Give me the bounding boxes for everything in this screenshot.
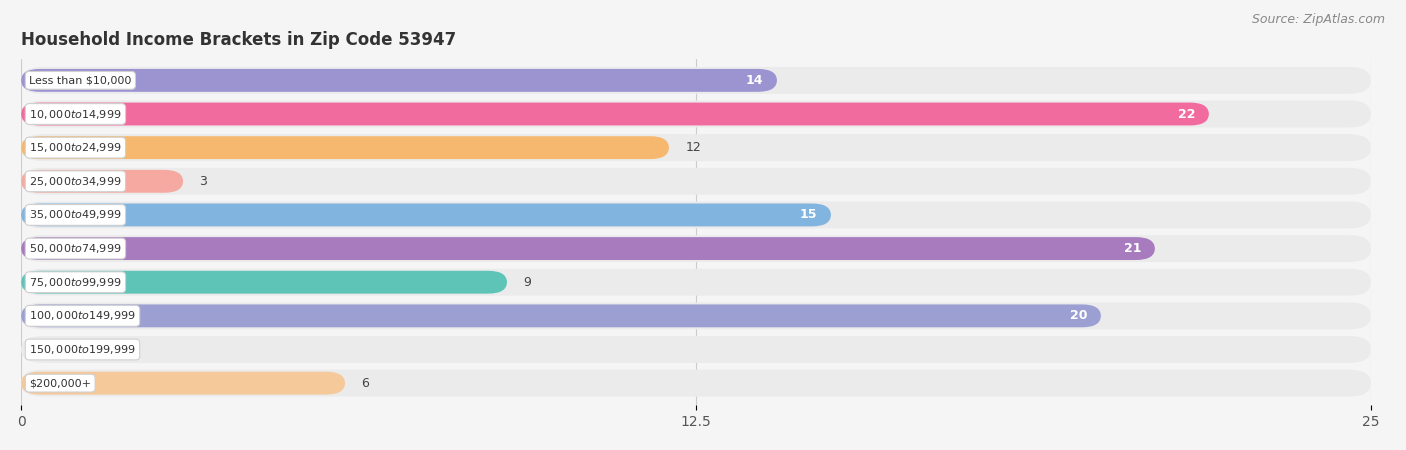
Text: $75,000 to $99,999: $75,000 to $99,999 [30,276,122,289]
Text: Household Income Brackets in Zip Code 53947: Household Income Brackets in Zip Code 53… [21,31,457,49]
FancyBboxPatch shape [21,67,1371,94]
Text: Less than $10,000: Less than $10,000 [30,75,132,86]
Text: 12: 12 [685,141,702,154]
Text: 21: 21 [1123,242,1142,255]
FancyBboxPatch shape [21,203,831,226]
FancyBboxPatch shape [21,372,344,395]
FancyBboxPatch shape [21,304,1101,327]
Text: 6: 6 [361,377,370,390]
FancyBboxPatch shape [21,134,1371,161]
FancyBboxPatch shape [21,271,508,294]
Text: 0: 0 [38,343,45,356]
Text: 9: 9 [523,276,531,289]
Text: $100,000 to $149,999: $100,000 to $149,999 [30,309,136,322]
Text: $150,000 to $199,999: $150,000 to $199,999 [30,343,136,356]
FancyBboxPatch shape [21,237,1154,260]
Text: $200,000+: $200,000+ [30,378,91,388]
FancyBboxPatch shape [21,336,1371,363]
Text: 3: 3 [200,175,207,188]
FancyBboxPatch shape [21,69,778,92]
Text: 22: 22 [1178,108,1195,121]
FancyBboxPatch shape [21,103,1209,126]
Text: $15,000 to $24,999: $15,000 to $24,999 [30,141,122,154]
Text: $50,000 to $74,999: $50,000 to $74,999 [30,242,122,255]
Text: $35,000 to $49,999: $35,000 to $49,999 [30,208,122,221]
Text: 14: 14 [747,74,763,87]
FancyBboxPatch shape [21,235,1371,262]
Text: 15: 15 [800,208,817,221]
FancyBboxPatch shape [21,100,1371,127]
FancyBboxPatch shape [21,370,1371,396]
FancyBboxPatch shape [21,136,669,159]
Text: 20: 20 [1070,309,1087,322]
Text: Source: ZipAtlas.com: Source: ZipAtlas.com [1251,14,1385,27]
Text: $10,000 to $14,999: $10,000 to $14,999 [30,108,122,121]
FancyBboxPatch shape [21,302,1371,329]
FancyBboxPatch shape [21,269,1371,296]
FancyBboxPatch shape [21,170,183,193]
Text: $25,000 to $34,999: $25,000 to $34,999 [30,175,122,188]
FancyBboxPatch shape [21,202,1371,229]
FancyBboxPatch shape [21,168,1371,195]
